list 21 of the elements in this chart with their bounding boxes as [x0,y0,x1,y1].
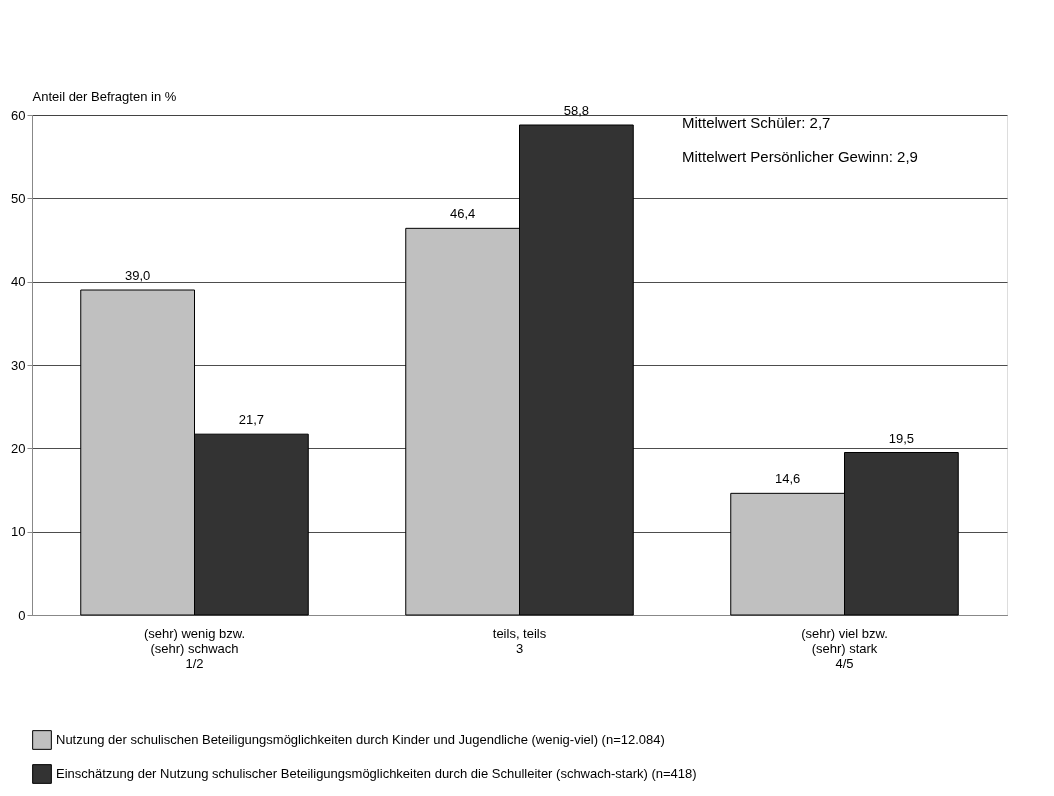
data-label: 39,0 [124,268,151,283]
y-tick-label: 0 [18,607,26,623]
y-axis-title: Anteil der Befragten in % [32,88,177,104]
legend-label: Nutzung der schulischen Beteiligungsmöglichkeiten durch Kinder und Jugendliche (wenig-viel) (n=12.084) [56,732,665,747]
data-label: 19,5 [888,430,915,446]
y-tick-label: 20 [11,440,26,456]
y-tick-label: 60 [11,107,26,123]
data-label: 14,6 [774,471,801,487]
annotation: Mittelwert Persönlicher Gewinn: 2,9 [682,148,918,165]
annotation: Mittelwert Schüler: 2,7 [682,114,831,131]
data-label: 21,7 [238,412,265,428]
x-tick-label: (sehr) viel bzw. (sehr) stark 4/5 [801,625,888,671]
y-tick-label: 30 [11,357,26,373]
legend-label: Einschätzung der Nutzung schulischer Beteiligungsmöglichkeiten durch die Schulleiter (schwach-stark) (n=418) [56,766,697,781]
x-tick-label: (sehr) wenig bzw. (sehr) schwach 1/2 [143,625,246,671]
data-label: 58,8 [563,103,590,118]
data-label: 46,4 [449,206,476,222]
y-tick-label: 50 [11,190,26,206]
x-tick-label: teils, teils 3 [492,625,547,656]
y-tick-label: 10 [11,524,26,540]
y-tick-label: 40 [11,274,26,290]
